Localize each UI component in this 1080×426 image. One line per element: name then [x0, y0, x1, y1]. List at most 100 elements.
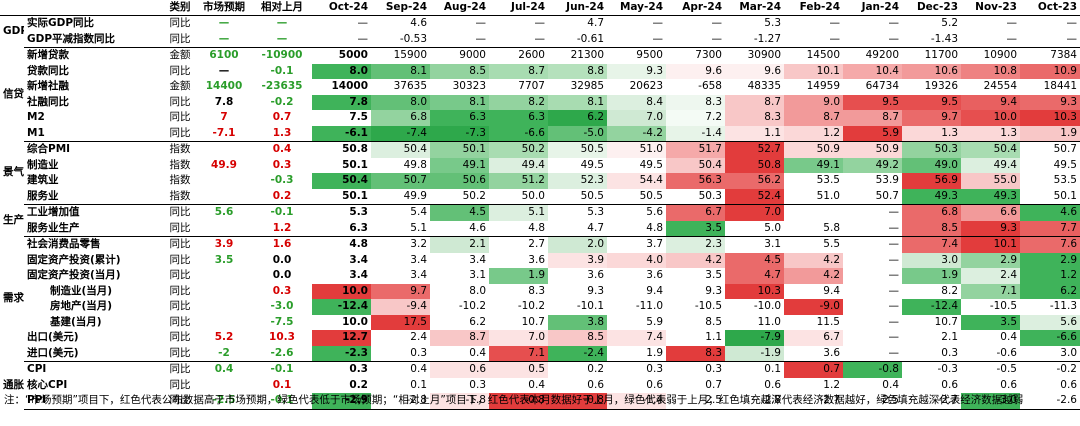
data-cell: 7.4: [607, 330, 666, 346]
data-cell: 49.2: [843, 157, 902, 173]
data-cell: 6.2: [548, 110, 607, 126]
data-cell: 51.0: [607, 141, 666, 158]
header-month: Nov-23: [975, 1, 1017, 13]
data-cell: 4.5: [430, 204, 489, 221]
table-row: 贷款同比 同比 — -0.1 8.0 8.1 8.5 8.7 8.8 9.3 9.6 9.6 10.1 1…: [0, 63, 1080, 79]
data-cell: 6.8: [902, 204, 961, 221]
data-cell: 49.8: [371, 157, 430, 173]
data-cell: [784, 204, 843, 221]
data-cell: 3.5: [961, 314, 1020, 330]
vs-last-month-value: 1.6: [272, 238, 292, 250]
data-cell: 0.4: [430, 345, 489, 362]
data-cell: 7.8: [312, 94, 371, 110]
data-cell: 49.5: [607, 157, 666, 173]
data-cell: 50.8: [312, 141, 371, 158]
data-cell: 50.1: [312, 188, 371, 205]
vs-last-month-value: —: [252, 31, 312, 48]
data-cell: —: [961, 31, 1020, 48]
data-cell: 10.0: [961, 110, 1020, 126]
indicator-name: CPI: [27, 363, 47, 375]
data-cell: 50.0: [489, 188, 548, 205]
indicator-name: 综合PMI: [27, 143, 71, 155]
data-cell: 53.5: [784, 173, 843, 189]
data-cell: 8.2: [902, 283, 961, 299]
indicator-type: 同比: [164, 31, 196, 48]
data-cell: 0.7: [666, 377, 725, 393]
header-month: May-24: [619, 1, 663, 13]
data-cell: —: [843, 314, 902, 330]
data-cell: 3.0: [1020, 345, 1080, 362]
data-cell: 6.6: [961, 204, 1020, 221]
indicator-type: 指数: [169, 174, 191, 186]
data-cell: 50.1: [312, 157, 371, 173]
data-cell: -2.3: [312, 345, 371, 362]
data-cell: 8.5: [666, 314, 725, 330]
data-cell: —: [843, 236, 902, 253]
forecast-value: [196, 142, 252, 158]
data-cell: -2.6: [1020, 393, 1080, 410]
data-cell: -658: [666, 79, 725, 95]
indicator-type: 同比: [169, 17, 191, 29]
data-cell: 7.0: [489, 330, 548, 346]
data-cell: 56.3: [666, 173, 725, 189]
data-cell: -1.4: [607, 393, 666, 410]
data-cell: —: [652, 17, 664, 29]
forecast-value: 5.2: [214, 331, 234, 343]
data-cell: 5.3: [312, 204, 371, 221]
data-cell: 8.7: [725, 94, 784, 110]
data-cell: 8.3: [725, 110, 784, 126]
vs-last-month-value: 0.4: [272, 143, 292, 155]
data-cell: 50.4: [666, 157, 725, 173]
data-cell: 0.4: [961, 330, 1020, 346]
data-cell: 12.7: [312, 330, 371, 346]
vs-last-month-value: -0.1: [270, 206, 294, 218]
table-row: 核心CPI 同比 0.1 0.2 0.1 0.3 0.4 0.6 0.6 0.7 0.6 1.2 0.4…: [0, 377, 1080, 393]
data-cell: 7.2: [666, 110, 725, 126]
header-month: Aug-24: [443, 1, 486, 13]
indicator-type: 同比: [169, 238, 191, 250]
header-month: Sep-24: [385, 1, 427, 13]
data-cell: 6.7: [666, 204, 725, 221]
vs-last-month-value: -0.1: [252, 393, 312, 410]
data-cell: 50.1: [1020, 188, 1080, 205]
data-cell: 49.1: [430, 157, 489, 173]
data-cell: 1.1: [725, 125, 784, 142]
data-cell: 8.5: [902, 220, 961, 237]
data-cell: 49.1: [784, 157, 843, 173]
data-cell: 10.6: [902, 63, 961, 79]
indicator-type: 同比: [169, 64, 191, 77]
table-row: 新增社融 金额 14400 -23635 14000 37635 30323 7707 3298…: [0, 79, 1080, 95]
indicator-name: 进口(美元): [24, 345, 164, 362]
data-cell: 50.1: [430, 141, 489, 158]
header-month: Oct-24: [328, 1, 368, 13]
data-cell: 6.2: [1020, 283, 1080, 299]
indicator-name: 固定资产投资(当月): [27, 269, 121, 281]
data-cell: 11.5: [784, 314, 843, 330]
data-cell: 50.7: [1020, 141, 1080, 158]
data-cell: 9.4: [784, 283, 843, 299]
data-cell: 50.4: [312, 173, 371, 189]
header-month: Jan-24: [861, 1, 899, 13]
data-cell: 0.4: [489, 377, 548, 393]
data-cell: 9500: [607, 47, 666, 64]
data-cell: 32985: [548, 79, 607, 95]
data-cell: 5.6: [1020, 314, 1080, 330]
table-row: 通胀 CPI 同比 0.4 -0.1 0.3 0.4 0.6 0.5 0.2 0.3 0.3 0.1 0.…: [0, 361, 1080, 391]
data-cell: 50.2: [489, 141, 548, 158]
data-cell: 7.0: [725, 204, 784, 221]
data-cell: 3.1: [430, 268, 489, 284]
data-cell: 50.5: [548, 188, 607, 205]
data-cell: 7707: [489, 79, 548, 95]
header-month: Oct-23: [1037, 1, 1077, 13]
data-cell: —: [1020, 31, 1080, 48]
data-cell: 3.4: [371, 252, 430, 268]
data-cell: —: [829, 17, 841, 29]
data-cell: 50.4: [961, 141, 1020, 158]
data-cell: 64734: [843, 79, 902, 95]
data-cell: —: [475, 17, 487, 29]
vs-last-month-value: -23635: [261, 80, 303, 92]
data-cell: 0.3: [902, 345, 961, 362]
indicator-name: 工业增加值: [27, 206, 80, 218]
table-header: 类别 市场预期 相对上月 Oct-24 Sep-24 Aug-24 Jul-24 Jun…: [0, 0, 1080, 16]
data-cell: -6.1: [312, 125, 371, 142]
